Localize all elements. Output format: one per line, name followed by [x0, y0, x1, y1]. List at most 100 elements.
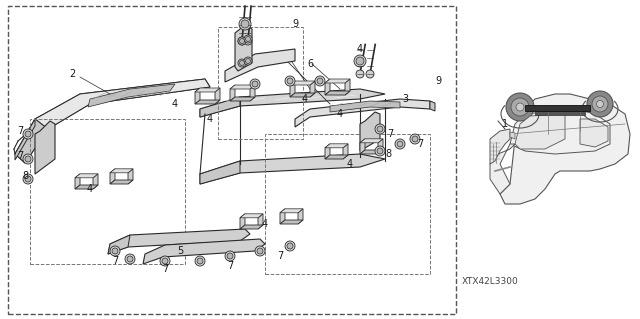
Circle shape	[317, 78, 323, 84]
Circle shape	[227, 253, 233, 259]
Circle shape	[377, 148, 383, 154]
Circle shape	[239, 39, 244, 43]
Polygon shape	[510, 109, 610, 154]
Circle shape	[356, 70, 364, 78]
Polygon shape	[35, 121, 55, 174]
Polygon shape	[230, 85, 255, 89]
Polygon shape	[325, 91, 350, 95]
Polygon shape	[195, 100, 220, 104]
Circle shape	[587, 91, 613, 117]
Text: 4: 4	[207, 114, 213, 124]
Polygon shape	[535, 111, 585, 115]
Circle shape	[377, 126, 383, 132]
Bar	[218, 27, 303, 139]
Polygon shape	[15, 79, 210, 163]
Text: 7: 7	[417, 139, 423, 149]
Polygon shape	[75, 174, 98, 178]
Circle shape	[511, 98, 529, 116]
Polygon shape	[525, 105, 590, 111]
Polygon shape	[240, 225, 263, 229]
Polygon shape	[258, 214, 263, 229]
Circle shape	[244, 57, 252, 65]
Text: 1: 1	[502, 119, 508, 129]
Polygon shape	[280, 220, 303, 224]
Text: 7: 7	[112, 256, 118, 266]
Polygon shape	[230, 85, 235, 101]
Polygon shape	[290, 93, 315, 97]
Text: 5: 5	[177, 246, 183, 256]
Text: 9: 9	[292, 19, 298, 29]
Circle shape	[375, 146, 385, 156]
Polygon shape	[110, 169, 133, 173]
Text: 3: 3	[402, 94, 408, 104]
Polygon shape	[515, 114, 565, 149]
Polygon shape	[88, 84, 175, 107]
Circle shape	[162, 258, 168, 264]
Text: 7: 7	[162, 264, 168, 274]
Polygon shape	[143, 239, 265, 264]
Polygon shape	[325, 144, 330, 159]
Polygon shape	[15, 119, 48, 163]
Polygon shape	[430, 101, 435, 111]
Circle shape	[287, 243, 293, 249]
Bar	[30, 119, 185, 264]
Polygon shape	[200, 154, 385, 184]
Circle shape	[244, 37, 252, 45]
Circle shape	[244, 35, 252, 43]
Polygon shape	[110, 180, 133, 184]
Circle shape	[23, 174, 33, 184]
Circle shape	[506, 93, 534, 121]
Circle shape	[195, 256, 205, 266]
Circle shape	[516, 103, 524, 111]
Circle shape	[287, 78, 293, 84]
Text: 4: 4	[262, 219, 268, 229]
Circle shape	[315, 76, 325, 86]
Polygon shape	[378, 139, 383, 154]
Polygon shape	[290, 81, 315, 85]
Circle shape	[125, 254, 135, 264]
Polygon shape	[35, 79, 210, 129]
Circle shape	[257, 248, 263, 254]
Polygon shape	[200, 89, 385, 117]
Circle shape	[252, 81, 258, 87]
Polygon shape	[325, 155, 348, 159]
Polygon shape	[325, 79, 330, 95]
Circle shape	[241, 20, 249, 28]
Polygon shape	[200, 97, 240, 117]
Polygon shape	[490, 144, 515, 194]
Text: 4: 4	[87, 184, 93, 194]
Polygon shape	[360, 112, 380, 151]
Polygon shape	[195, 88, 200, 104]
Circle shape	[197, 258, 203, 264]
Text: 4: 4	[302, 94, 308, 104]
Polygon shape	[490, 129, 510, 164]
Circle shape	[127, 256, 133, 262]
Circle shape	[596, 100, 604, 108]
Circle shape	[592, 96, 608, 112]
Polygon shape	[325, 144, 348, 148]
Bar	[8, 6, 456, 314]
Text: 2: 2	[69, 69, 75, 79]
Circle shape	[356, 57, 364, 65]
Polygon shape	[360, 139, 365, 154]
Text: 8: 8	[22, 171, 28, 181]
Polygon shape	[215, 88, 220, 104]
Circle shape	[238, 37, 246, 45]
Polygon shape	[510, 132, 515, 139]
Text: 9: 9	[435, 76, 441, 86]
Circle shape	[160, 256, 170, 266]
Polygon shape	[108, 235, 130, 254]
Text: 4: 4	[172, 99, 178, 109]
Circle shape	[250, 79, 260, 89]
Text: 7: 7	[277, 251, 283, 261]
Polygon shape	[108, 229, 250, 254]
Polygon shape	[75, 174, 80, 189]
Polygon shape	[360, 139, 383, 143]
Circle shape	[285, 241, 295, 251]
Polygon shape	[15, 119, 35, 160]
Text: 7: 7	[227, 261, 233, 271]
Polygon shape	[195, 88, 220, 92]
Circle shape	[410, 134, 420, 144]
Polygon shape	[250, 85, 255, 101]
Circle shape	[255, 246, 265, 256]
